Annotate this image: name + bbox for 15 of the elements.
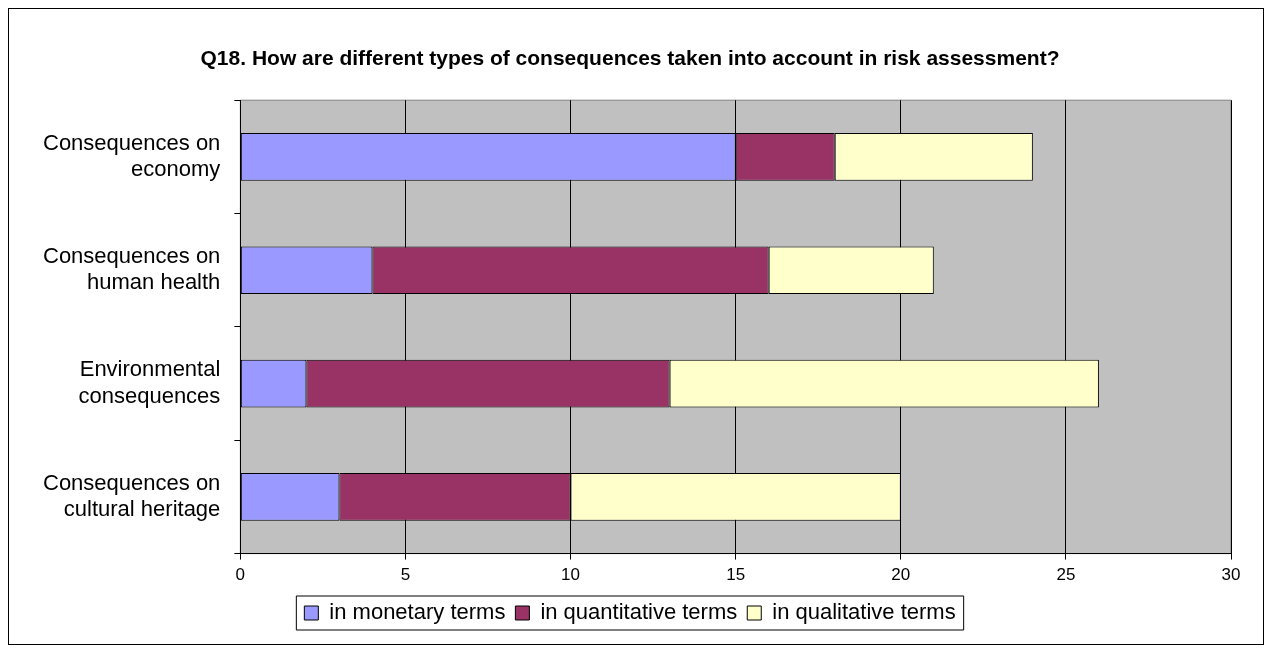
x-tick-label: 25 (1056, 565, 1076, 585)
x-tick-label: 30 (1221, 565, 1241, 585)
x-tick-label: 15 (726, 565, 746, 585)
x-tick-label: 10 (561, 565, 581, 585)
chart-title: Q18. How are different types of consequences taken into account in risk assessment? (200, 46, 1060, 70)
y-tick-label: Consequences on human health (42, 243, 221, 295)
legend-label: in monetary terms (329, 599, 506, 625)
y-tick-label: Consequences on economy (42, 129, 221, 182)
x-tick-label: 5 (400, 565, 411, 585)
legend-label: in qualitative terms (772, 599, 956, 625)
y-tick-label: Consequences on cultural heritage (42, 469, 221, 522)
x-tick-label: 20 (891, 565, 911, 585)
legend-label: in quantitative terms (540, 599, 738, 625)
y-tick-label: Environmental consequences (78, 356, 221, 408)
x-tick-label: 0 (235, 565, 246, 585)
